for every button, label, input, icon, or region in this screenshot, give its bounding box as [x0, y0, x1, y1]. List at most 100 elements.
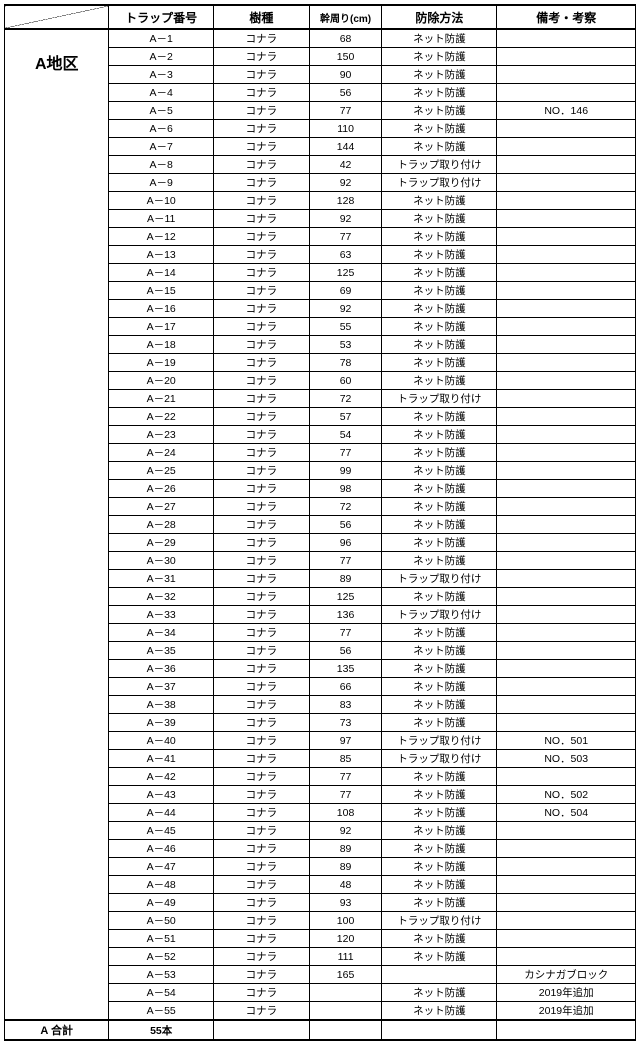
circumference-cell: 100 [309, 912, 381, 930]
trap-no-cell: A－30 [109, 552, 213, 570]
header-note: 備考・考察 [497, 5, 636, 29]
note-cell: NO．502 [497, 786, 636, 804]
method-cell: ネット防護 [382, 642, 497, 660]
method-cell: ネット防護 [382, 696, 497, 714]
species-cell: コナラ [213, 768, 309, 786]
species-cell: コナラ [213, 840, 309, 858]
area-label: A地区 [5, 29, 109, 1020]
circumference-cell: 77 [309, 624, 381, 642]
note-cell [497, 264, 636, 282]
circumference-cell: 63 [309, 246, 381, 264]
species-cell: コナラ [213, 354, 309, 372]
trap-no-cell: A－38 [109, 696, 213, 714]
species-cell: コナラ [213, 480, 309, 498]
note-cell [497, 840, 636, 858]
method-cell: ネット防護 [382, 624, 497, 642]
circumference-cell [309, 1002, 381, 1021]
note-cell [497, 300, 636, 318]
species-cell: コナラ [213, 462, 309, 480]
method-cell: トラップ取り付け [382, 750, 497, 768]
method-cell: ネット防護 [382, 768, 497, 786]
method-cell: ネット防護 [382, 894, 497, 912]
species-cell: コナラ [213, 300, 309, 318]
header-method: 防除方法 [382, 5, 497, 29]
trap-no-cell: A－3 [109, 66, 213, 84]
species-cell: コナラ [213, 552, 309, 570]
method-cell: ネット防護 [382, 84, 497, 102]
method-cell: ネット防護 [382, 462, 497, 480]
method-cell: ネット防護 [382, 660, 497, 678]
species-cell: コナラ [213, 84, 309, 102]
note-cell [497, 894, 636, 912]
circumference-cell: 90 [309, 66, 381, 84]
species-cell: コナラ [213, 570, 309, 588]
header-species: 樹種 [213, 5, 309, 29]
method-cell: ネット防護 [382, 552, 497, 570]
species-cell: コナラ [213, 408, 309, 426]
table-row: A地区A－1コナラ68ネット防護 [5, 29, 636, 48]
method-cell: ネット防護 [382, 372, 497, 390]
note-cell: 2019年追加 [497, 984, 636, 1002]
note-cell [497, 138, 636, 156]
species-cell: コナラ [213, 228, 309, 246]
note-cell [497, 426, 636, 444]
circumference-cell: 77 [309, 768, 381, 786]
species-cell: コナラ [213, 192, 309, 210]
method-cell: ネット防護 [382, 534, 497, 552]
note-cell: 2019年追加 [497, 1002, 636, 1021]
trap-no-cell: A－52 [109, 948, 213, 966]
method-cell: ネット防護 [382, 516, 497, 534]
species-cell: コナラ [213, 912, 309, 930]
species-cell: コナラ [213, 336, 309, 354]
trap-no-cell: A－27 [109, 498, 213, 516]
trap-no-cell: A－15 [109, 282, 213, 300]
circumference-cell: 89 [309, 570, 381, 588]
circumference-cell: 78 [309, 354, 381, 372]
circumference-cell: 72 [309, 498, 381, 516]
species-cell: コナラ [213, 786, 309, 804]
species-cell: コナラ [213, 120, 309, 138]
method-cell: ネット防護 [382, 840, 497, 858]
method-cell: トラップ取り付け [382, 912, 497, 930]
species-cell: コナラ [213, 444, 309, 462]
note-cell [497, 930, 636, 948]
note-cell: NO．503 [497, 750, 636, 768]
species-cell: コナラ [213, 138, 309, 156]
circumference-cell: 99 [309, 462, 381, 480]
circumference-cell: 165 [309, 966, 381, 984]
method-cell: ネット防護 [382, 354, 497, 372]
species-cell: コナラ [213, 660, 309, 678]
trap-no-cell: A－37 [109, 678, 213, 696]
note-cell [497, 318, 636, 336]
trap-no-cell: A－33 [109, 606, 213, 624]
note-cell [497, 912, 636, 930]
trap-no-cell: A－40 [109, 732, 213, 750]
method-cell: ネット防護 [382, 246, 497, 264]
note-cell [497, 768, 636, 786]
note-cell [497, 516, 636, 534]
note-cell: NO．146 [497, 102, 636, 120]
trap-no-cell: A－4 [109, 84, 213, 102]
method-cell: ネット防護 [382, 822, 497, 840]
trap-no-cell: A－24 [109, 444, 213, 462]
circumference-cell [309, 984, 381, 1002]
circumference-cell: 92 [309, 300, 381, 318]
trap-no-cell: A－17 [109, 318, 213, 336]
note-cell [497, 498, 636, 516]
note-cell [497, 156, 636, 174]
trap-no-cell: A－44 [109, 804, 213, 822]
trap-no-cell: A－51 [109, 930, 213, 948]
circumference-cell: 56 [309, 642, 381, 660]
circumference-cell: 98 [309, 480, 381, 498]
species-cell: コナラ [213, 642, 309, 660]
circumference-cell: 125 [309, 264, 381, 282]
note-cell [497, 606, 636, 624]
note-cell [497, 822, 636, 840]
trap-no-cell: A－49 [109, 894, 213, 912]
trap-no-cell: A－36 [109, 660, 213, 678]
circumference-cell: 73 [309, 714, 381, 732]
species-cell: コナラ [213, 930, 309, 948]
note-cell: NO．504 [497, 804, 636, 822]
circumference-cell: 110 [309, 120, 381, 138]
trap-no-cell: A－19 [109, 354, 213, 372]
